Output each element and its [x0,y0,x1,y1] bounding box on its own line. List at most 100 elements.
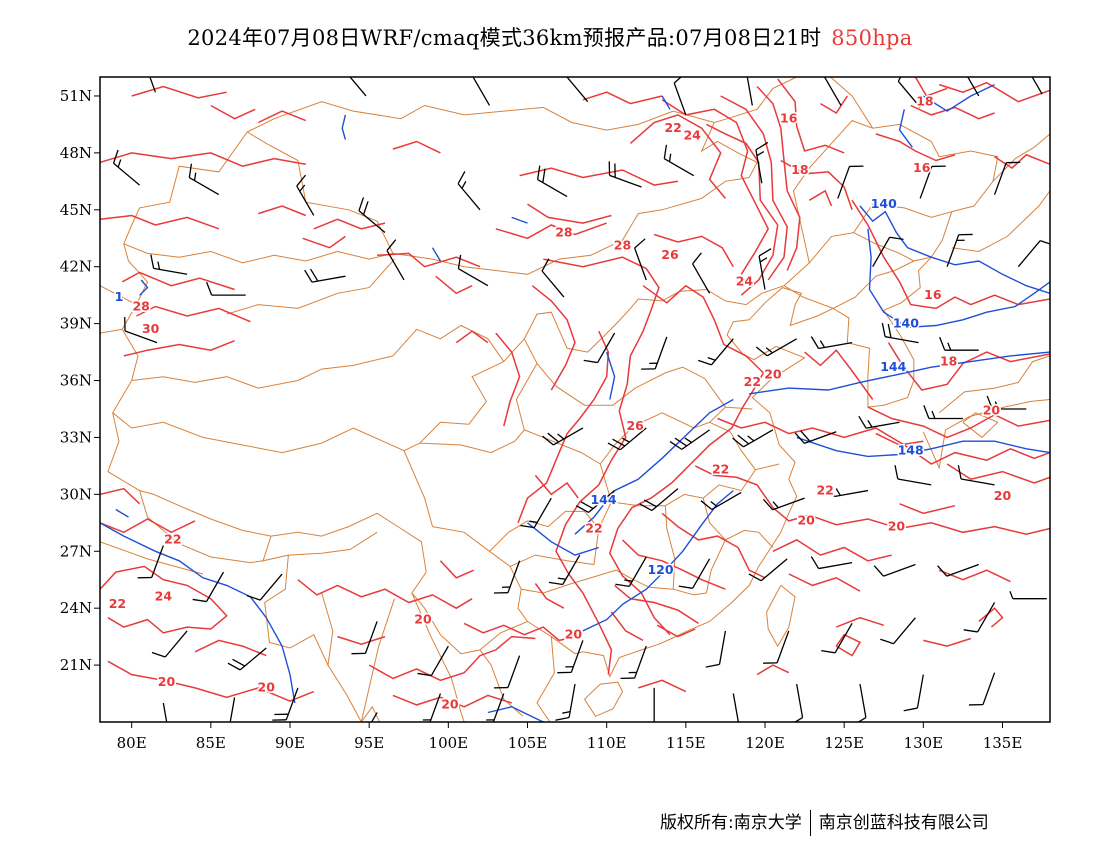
height-contour [859,205,1050,294]
copyright-owner: 版权所有:南京大学 [660,813,802,833]
height-label: 120 [647,562,673,577]
border-line [523,338,753,410]
wind-barb [923,405,963,420]
height-contour [582,490,734,632]
map-frame [99,76,1051,723]
wind-barb [897,77,921,108]
wind-barb [615,556,647,588]
isotherm [435,275,473,295]
wind-barb [150,254,188,275]
wind-barb [894,465,932,486]
wind-barb [858,415,900,429]
wind-barb [422,693,442,722]
title-text: 2024年07月08日WRF/cmaq模式36km预报产品:07月08日21时 [187,26,822,50]
isotherm [887,342,1050,391]
isotherm [302,235,346,249]
border-line [489,550,528,622]
lon-tick-label: 135E [983,734,1023,752]
wind-barb [1031,77,1043,95]
isotherm [107,660,315,702]
isotherm [638,679,687,693]
temperature-label: 28 [555,224,572,239]
wind-barb [880,617,916,645]
border-line [100,541,204,575]
isotherm [994,153,1050,170]
border-line [139,490,264,564]
wind-barb [112,149,141,186]
wind-barb [993,161,1021,195]
border-line [264,555,334,667]
height-contour [527,522,600,556]
isotherm [377,252,481,268]
isotherm [835,633,862,657]
height-contour [487,706,545,722]
wind-barb [919,165,946,199]
temperature-label: 20 [888,518,906,533]
wind-barb [872,236,904,268]
border-line [479,649,524,717]
wind-barb [272,687,299,721]
wind-barb [634,238,647,281]
border-line [226,258,395,315]
lon-tick-label: 110E [587,734,627,752]
wind-barb [837,165,864,199]
wind-barb [748,558,788,582]
height-contour [749,351,1050,395]
wind-barb [857,683,867,722]
isotherm [706,123,779,296]
wind-barb [700,491,742,511]
border-line [951,190,1050,253]
height-label: 140 [893,315,919,330]
wind-barb [732,693,740,722]
height-label: 1 [115,289,124,304]
wind-barb [162,702,168,722]
temperature-label: 16 [924,287,942,302]
wind-barb [296,174,315,216]
isotherm [337,635,386,645]
isotherm [938,81,1050,103]
lat-tick-label: 48N [60,144,92,162]
wind-barb [575,490,616,513]
temperature-label: 18 [940,353,957,368]
temperature-label: 20 [797,513,815,528]
wind-barb [903,674,924,712]
wind-barb [386,239,405,281]
lat-tick-label: 30N [60,485,92,503]
isotherm [495,332,521,427]
wind-barb [957,465,995,486]
border-line [705,529,774,594]
isotherm [439,560,475,579]
border-line [123,131,394,254]
isotherm [210,104,256,120]
copyright-company: 南京创蓝科技有限公司 [818,813,989,833]
isotherm [808,189,833,207]
temperature-label: 22 [712,461,729,476]
border-line [411,592,465,722]
temperature-label: 26 [661,247,679,262]
border-line [702,497,726,541]
isotherm [100,487,141,505]
lon-tick-label: 90E [275,734,305,752]
wind-barb [548,554,581,586]
height-contour [341,114,347,140]
wind-barb [793,683,804,722]
border-line [584,681,624,717]
isotherm [527,203,612,224]
isotherm [875,133,956,162]
wind-barb [755,141,769,184]
isotherm [756,664,790,676]
lat-tick-label: 42N [60,258,92,276]
isotherm [720,95,788,281]
wind-barb [692,252,711,294]
wind-barb [641,336,668,370]
wind-barb [963,602,996,633]
isotherm [777,78,845,154]
wind-barb [763,630,790,664]
isotherm [946,463,1050,484]
temperature-label: 30 [142,321,160,336]
border-line [107,380,576,655]
wind-barb [304,268,346,283]
isotherm [910,104,995,120]
